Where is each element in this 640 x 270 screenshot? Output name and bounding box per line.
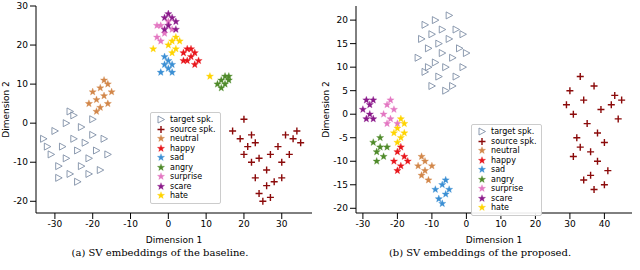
svg-text:40: 40 (599, 219, 611, 229)
svg-text:30: 30 (276, 219, 288, 229)
svg-text:15: 15 (337, 39, 348, 49)
svg-text:Dimension 2: Dimension 2 (8, 81, 11, 137)
html-text:neutral: neutral (170, 134, 199, 143)
html-text:source spk.: source spk. (170, 124, 216, 134)
html-text:hate: hate (491, 203, 509, 212)
html-text:happy: happy (170, 143, 195, 153)
svg-text:-30: -30 (48, 219, 63, 229)
svg-text:20: 20 (17, 40, 29, 50)
svg-text:-20: -20 (85, 219, 100, 229)
svg-text:-10: -10 (333, 156, 348, 166)
svg-text:-15: -15 (333, 180, 348, 190)
svg-text:-10: -10 (425, 219, 440, 229)
svg-text:-20: -20 (390, 219, 405, 229)
svg-text:10: 10 (495, 219, 507, 229)
html-text:happy: happy (491, 155, 516, 165)
html-text:angry: angry (491, 174, 515, 184)
svg-text:5: 5 (342, 86, 348, 96)
html-text:scare: scare (491, 193, 513, 203)
svg-text:20: 20 (337, 15, 349, 25)
svg-text:30: 30 (17, 1, 29, 11)
html-text:surprise: surprise (491, 184, 524, 193)
svg-text:0: 0 (342, 109, 348, 119)
svg-text:0: 0 (165, 219, 171, 229)
html-text:sad: sad (491, 165, 506, 174)
html-text:sad: sad (170, 153, 185, 162)
html-text:hate: hate (170, 191, 188, 200)
html-text:surprise: surprise (170, 172, 203, 181)
svg-text:20: 20 (238, 219, 250, 229)
svg-text:-5: -5 (339, 133, 348, 143)
svg-text:Dimension 1: Dimension 1 (466, 235, 522, 245)
html-text:neutral: neutral (491, 146, 520, 155)
svg-text:0: 0 (22, 118, 28, 128)
svg-text:20: 20 (530, 219, 542, 229)
svg-text:10: 10 (17, 79, 29, 89)
svg-text:Dimension 2: Dimension 2 (321, 81, 331, 137)
svg-text:10: 10 (337, 62, 349, 72)
svg-text:-20: -20 (13, 196, 28, 206)
html-text:scare: scare (170, 181, 192, 191)
svg-text:-10: -10 (123, 219, 138, 229)
svg-text:-20: -20 (333, 203, 348, 213)
svg-text:-30: -30 (356, 219, 371, 229)
html-text:(a) SV embeddings of the basel: (a) SV embeddings of the baseline. (71, 247, 249, 258)
svg-text:-10: -10 (13, 157, 28, 167)
svg-text:30: 30 (564, 219, 576, 229)
html-text:target spk.: target spk. (491, 127, 535, 136)
html-text:source spk.: source spk. (491, 136, 537, 146)
svg-text:10: 10 (200, 219, 212, 229)
html-text:target spk.: target spk. (170, 115, 214, 124)
html-text:(b) SV embeddings of the propo: (b) SV embeddings of the proposed. (388, 247, 572, 258)
svg-text:Dimension 1: Dimension 1 (146, 235, 202, 245)
html-text:angry: angry (170, 162, 194, 172)
svg-text:0: 0 (464, 219, 470, 229)
